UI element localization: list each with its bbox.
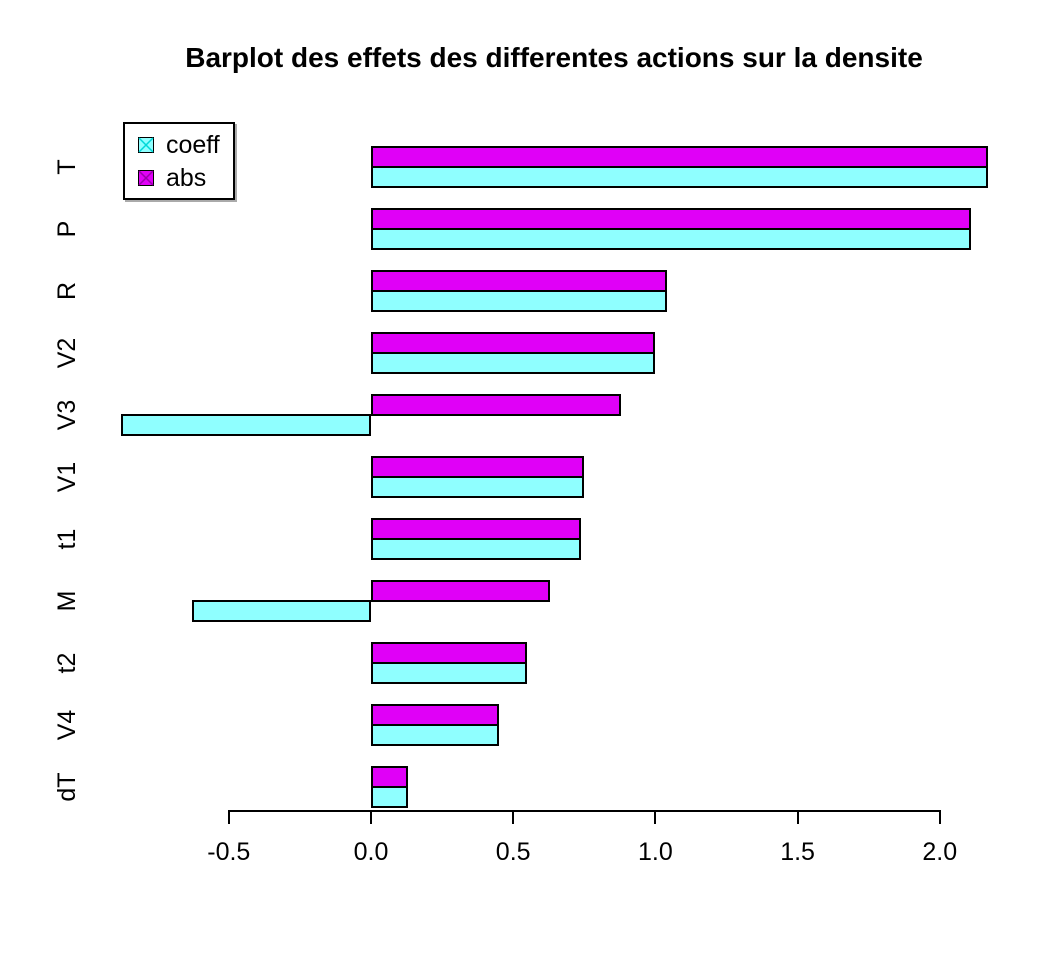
bar-abs-V4 [371, 704, 499, 726]
x-axis-tick-1.0 [654, 810, 657, 824]
x-tick-label-0.0: 0.0 [353, 838, 389, 866]
x-axis-tick-2.0 [938, 810, 941, 824]
bar-abs-V2 [371, 332, 656, 354]
legend-swatch-coeff-icon [138, 136, 154, 153]
legend-label-abs: abs [166, 163, 207, 192]
bar-coeff-M [191, 600, 371, 622]
bar-coeff-dT [371, 786, 408, 808]
bar-coeff-V2 [371, 352, 656, 374]
x-axis-line [227, 810, 941, 812]
x-tick-label--0.5: -0.5 [207, 838, 251, 866]
bar-abs-t1 [371, 518, 582, 540]
bar-coeff-R [371, 290, 667, 312]
bar-coeff-T [371, 166, 989, 188]
legend-item-coeff: coeff [125, 130, 233, 160]
legend-item-abs: abs [125, 163, 233, 193]
x-tick-label-1.0: 1.0 [638, 838, 673, 866]
bar-abs-M [371, 580, 551, 602]
legend-swatch-abs-icon [138, 169, 154, 186]
bar-abs-T [371, 146, 989, 168]
bar-coeff-t2 [371, 662, 528, 684]
legend-label-coeff: coeff [166, 130, 220, 159]
bar-coeff-V3 [120, 414, 371, 436]
bar-abs-R [371, 270, 667, 292]
x-axis-tick-1.5 [796, 810, 799, 824]
bar-coeff-V4 [371, 724, 499, 746]
bar-coeff-P [371, 228, 972, 250]
bar-abs-V3 [371, 394, 622, 416]
chart-title: Barplot des effets des differentes actio… [185, 42, 923, 73]
bar-abs-V1 [371, 456, 585, 478]
x-tick-label-0.5: 0.5 [495, 838, 531, 866]
bar-abs-P [371, 208, 972, 230]
bar-coeff-V1 [371, 476, 585, 498]
bar-coeff-t1 [371, 538, 582, 560]
x-axis-tick-0.0 [370, 810, 372, 824]
x-axis-tick--0.5 [227, 810, 230, 824]
bar-abs-t2 [371, 642, 528, 664]
legend: coeff abs [123, 122, 235, 200]
x-axis-tick-0.5 [512, 810, 515, 824]
y-axis-label-dT: dT [53, 772, 81, 802]
x-tick-label-2.0: 2.0 [922, 838, 958, 866]
bar-abs-dT [371, 766, 408, 788]
x-tick-label-1.5: 1.5 [780, 838, 815, 866]
